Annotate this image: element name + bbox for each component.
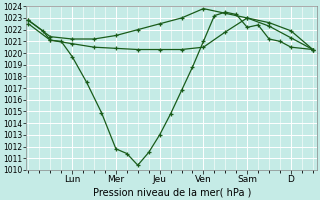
X-axis label: Pression niveau de la mer( hPa ): Pression niveau de la mer( hPa )	[92, 187, 251, 197]
